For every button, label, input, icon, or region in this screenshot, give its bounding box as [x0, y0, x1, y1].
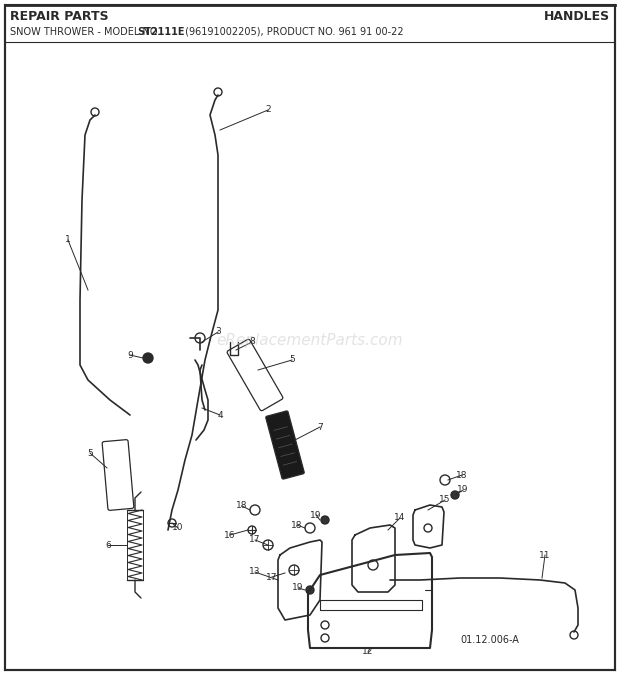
Text: SNOW THROWER - MODEL NO.: SNOW THROWER - MODEL NO.: [10, 27, 163, 37]
Text: 4: 4: [217, 410, 223, 419]
Circle shape: [143, 353, 153, 363]
Text: REPAIR PARTS: REPAIR PARTS: [10, 11, 108, 24]
Text: eReplacementParts.com: eReplacementParts.com: [216, 333, 404, 348]
FancyBboxPatch shape: [266, 411, 304, 479]
Text: (96191002205), PRODUCT NO. 961 91 00-22: (96191002205), PRODUCT NO. 961 91 00-22: [182, 27, 404, 37]
Text: 5: 5: [289, 356, 295, 365]
Text: 01.12.006-A: 01.12.006-A: [460, 635, 519, 645]
Text: 19: 19: [310, 510, 322, 520]
Text: 2: 2: [265, 105, 271, 115]
Text: 16: 16: [224, 531, 236, 539]
Text: 10: 10: [172, 524, 184, 533]
Text: HANDLES: HANDLES: [544, 11, 610, 24]
Text: 5: 5: [87, 448, 93, 458]
Text: ST2111E: ST2111E: [137, 27, 185, 37]
Text: 7: 7: [317, 423, 323, 431]
Text: 17: 17: [266, 572, 278, 581]
Text: 18: 18: [291, 520, 303, 529]
Circle shape: [306, 586, 314, 594]
Text: 19: 19: [458, 485, 469, 495]
Text: 8: 8: [249, 338, 255, 346]
Text: 18: 18: [456, 470, 467, 479]
Circle shape: [321, 516, 329, 524]
Text: 19: 19: [292, 583, 304, 593]
Text: 6: 6: [105, 541, 111, 549]
Text: 17: 17: [249, 535, 261, 545]
FancyBboxPatch shape: [102, 439, 134, 510]
Text: 14: 14: [394, 514, 405, 522]
Text: 9: 9: [127, 350, 133, 360]
Text: 13: 13: [249, 568, 261, 576]
Circle shape: [451, 491, 459, 499]
Text: 11: 11: [539, 551, 551, 560]
FancyBboxPatch shape: [227, 340, 283, 411]
Text: 1: 1: [65, 236, 71, 244]
Text: 18: 18: [236, 502, 248, 510]
Text: 15: 15: [439, 495, 451, 504]
Text: 3: 3: [215, 327, 221, 337]
Text: 12: 12: [362, 647, 374, 657]
